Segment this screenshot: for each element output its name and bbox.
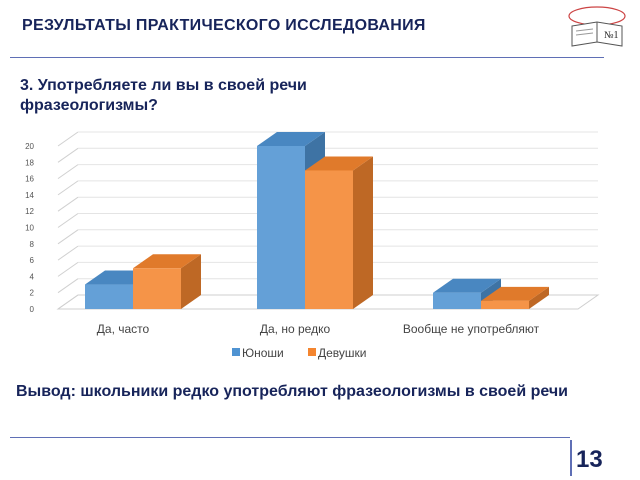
gridline-side xyxy=(57,196,79,212)
y-tick-label: 12 xyxy=(25,207,34,216)
bar-girls xyxy=(305,156,373,309)
y-tick-label: 6 xyxy=(30,256,35,265)
bar-top xyxy=(257,132,325,146)
bar-top xyxy=(481,286,549,301)
legend-label: Девушки xyxy=(318,346,367,360)
gridline-side xyxy=(57,261,79,277)
bar-front xyxy=(257,146,305,309)
y-tick-label: 4 xyxy=(30,272,35,281)
bar-front xyxy=(305,170,353,309)
gridline-side xyxy=(57,147,79,163)
gridline-side xyxy=(57,229,79,245)
bar-front xyxy=(85,284,133,309)
slide-title: РЕЗУЛЬТАТЫ ПРАКТИЧЕСКОГО ИССЛЕДОВАНИЯ xyxy=(22,17,426,34)
legend: Юноши Девушки xyxy=(232,346,367,360)
y-tick-label: 10 xyxy=(25,224,34,233)
y-tick-label: 18 xyxy=(25,158,34,167)
page-number: 13 xyxy=(576,446,603,473)
gridline-side xyxy=(57,245,79,261)
gridline-side xyxy=(57,213,79,228)
gridline-side xyxy=(57,164,79,180)
bar-girls xyxy=(133,254,201,309)
gridline-side xyxy=(57,180,79,196)
bar-top xyxy=(133,254,201,269)
bar-top xyxy=(433,278,501,293)
bar-front xyxy=(433,292,481,309)
bar-top xyxy=(305,156,373,171)
y-tick-label: 8 xyxy=(30,240,35,249)
logo-text: №1 xyxy=(604,30,619,41)
y-axis: 0 2 4 6 8 10 12 14 16 18 20 xyxy=(25,142,34,314)
x-tick-label: Вообще не употребляют xyxy=(403,322,540,336)
x-tick-label: Да, но редко xyxy=(260,322,331,336)
footer-divider xyxy=(10,437,570,438)
x-axis: Да, часто Да, но редко Вообще не употребля… xyxy=(97,322,540,336)
legend-swatch xyxy=(232,348,240,356)
y-tick-label: 16 xyxy=(25,175,34,184)
school-logo: №1 xyxy=(568,6,626,47)
bar-side xyxy=(181,254,201,309)
gridline-side xyxy=(57,278,79,294)
question-text: 3. Употребляете ли вы в своей речи фразе… xyxy=(20,77,307,114)
bar-side xyxy=(529,286,549,309)
chart-floor xyxy=(56,294,600,310)
y-tick-label: 2 xyxy=(30,289,35,298)
bar-front xyxy=(481,300,529,309)
page-number-bar xyxy=(570,440,572,476)
y-tick-label: 14 xyxy=(25,191,34,200)
y-tick-label: 0 xyxy=(30,305,35,314)
x-tick-label: Да, часто xyxy=(97,322,150,336)
y-tick-label: 20 xyxy=(25,142,34,151)
legend-label: Юноши xyxy=(242,346,284,360)
legend-swatch xyxy=(308,348,316,356)
gridline-side xyxy=(57,131,79,147)
header-divider xyxy=(10,57,604,58)
bar-girls xyxy=(481,286,549,309)
bar-front xyxy=(133,268,181,309)
bars xyxy=(85,132,549,309)
bar-side xyxy=(353,156,373,309)
conclusion-text: Вывод: школьники редко употребляют фразе… xyxy=(16,383,569,400)
